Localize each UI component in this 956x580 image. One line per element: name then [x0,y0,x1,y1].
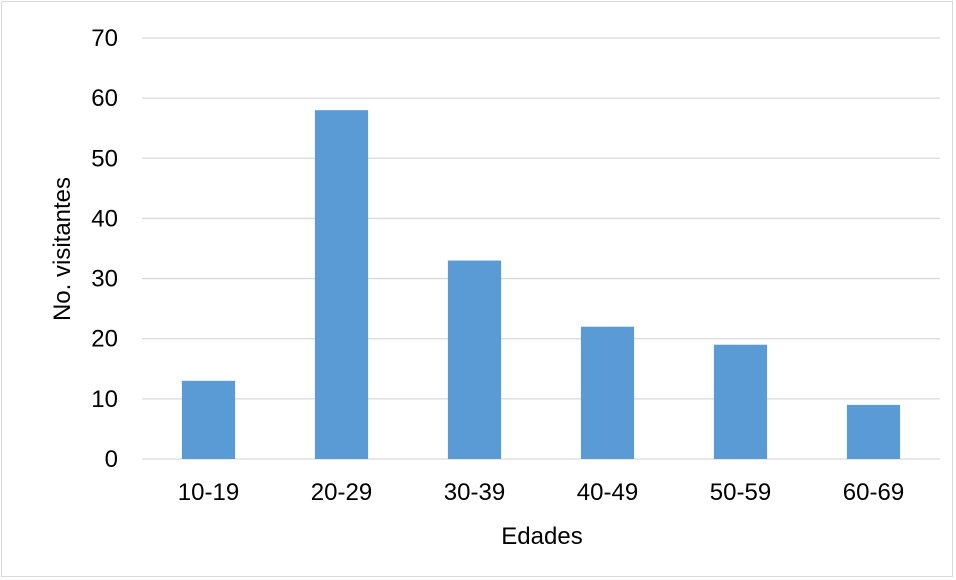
x-axis-tick-labels: 10-19 20-29 30-39 40-49 50-59 60-69 [178,479,904,506]
bar-40-49 [580,326,635,459]
x-axis-title: Edades [501,523,582,550]
bar-60-69 [846,404,901,459]
y-tick-label: 50 [91,145,118,172]
bar-20-29 [314,110,369,460]
gridlines [142,37,940,460]
y-tick-label: 0 [105,446,118,473]
y-tick-label: 10 [91,386,118,413]
y-tick-label: 30 [91,266,118,293]
y-tick-label: 40 [91,205,118,232]
bar-30-39 [447,260,502,459]
bars [181,110,901,460]
y-tick-label: 70 [91,25,118,52]
x-tick-label: 50-59 [710,479,771,506]
x-tick-label: 60-69 [843,479,904,506]
x-tick-label: 40-49 [577,479,638,506]
x-tick-label: 30-39 [444,479,505,506]
bar-50-59 [713,344,768,459]
x-tick-label: 10-19 [178,479,239,506]
x-tick-label: 20-29 [311,479,372,506]
y-axis-tick-labels: 0 10 20 30 40 50 60 70 [91,25,118,473]
y-axis-title: No. visitantes [49,177,76,321]
bar-10-19 [181,380,236,459]
y-tick-label: 60 [91,85,118,112]
y-tick-label: 20 [91,326,118,353]
